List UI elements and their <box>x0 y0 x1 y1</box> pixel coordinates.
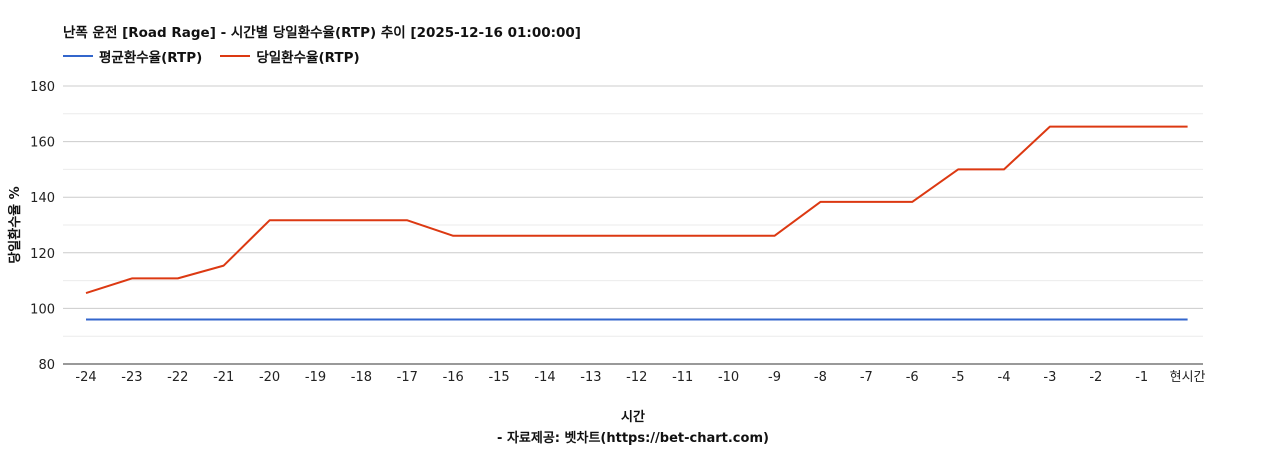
y-tick-label: 140 <box>30 191 55 206</box>
series-line-daily-rtp[interactable] <box>85 125 1188 295</box>
legend-item-average-rtp[interactable]: 평균환수율(RTP) <box>63 46 202 66</box>
data-point[interactable] <box>1001 317 1007 323</box>
data-point[interactable] <box>863 199 869 205</box>
x-tick-label: -15 <box>488 370 509 385</box>
data-point[interactable] <box>726 317 732 323</box>
y-tick-label: 120 <box>30 247 55 262</box>
y-tick-label: 160 <box>30 136 55 151</box>
data-point[interactable] <box>83 290 89 296</box>
x-tick-label: -3 <box>1043 370 1056 385</box>
x-axis-ticks: -24 -23 -22 -21 -20 -19 -18 -17 -16 -15 -14 -13 -12 -… <box>75 370 1205 385</box>
data-point[interactable] <box>358 217 364 223</box>
data-point[interactable] <box>83 317 89 323</box>
y-tick-label: 180 <box>30 80 55 95</box>
x-axis-title: 시간 <box>621 409 645 425</box>
data-point[interactable] <box>817 317 823 323</box>
data-point[interactable] <box>634 233 640 239</box>
data-point[interactable] <box>1001 166 1007 172</box>
data-point[interactable] <box>221 263 227 269</box>
data-point[interactable] <box>358 317 364 323</box>
data-point[interactable] <box>817 199 823 205</box>
data-point[interactable] <box>404 317 410 323</box>
x-tick-label: -19 <box>305 370 326 385</box>
data-point[interactable] <box>863 317 869 323</box>
data-point[interactable] <box>542 317 548 323</box>
x-tick-label: -12 <box>626 370 647 385</box>
data-point[interactable] <box>1139 124 1145 130</box>
data-point[interactable] <box>680 317 686 323</box>
data-point[interactable] <box>313 217 319 223</box>
data-point[interactable] <box>1047 317 1053 323</box>
y-axis-title: 당일환수율 % <box>7 186 23 263</box>
data-point[interactable] <box>909 317 915 323</box>
x-tick-label: -24 <box>75 370 96 385</box>
data-point[interactable] <box>955 317 961 323</box>
chart-legend: 평균환수율(RTP) 당일환수율(RTP) <box>63 46 378 66</box>
x-tick-label: -11 <box>672 370 693 385</box>
x-tick-label: -6 <box>906 370 919 385</box>
data-point[interactable] <box>450 317 456 323</box>
x-tick-label: -8 <box>814 370 827 385</box>
x-tick-label: -23 <box>121 370 142 385</box>
data-point[interactable] <box>542 233 548 239</box>
data-point[interactable] <box>588 233 594 239</box>
data-point[interactable] <box>1093 317 1099 323</box>
data-point[interactable] <box>404 217 410 223</box>
y-tick-label: 100 <box>30 302 55 317</box>
x-tick-label: -10 <box>718 370 739 385</box>
data-point[interactable] <box>680 233 686 239</box>
x-tick-label: -9 <box>768 370 781 385</box>
data-point[interactable] <box>221 317 227 323</box>
data-point[interactable] <box>909 199 915 205</box>
data-point[interactable] <box>1093 124 1099 130</box>
x-tick-label: -18 <box>351 370 372 385</box>
data-point[interactable] <box>1139 317 1145 323</box>
y-tick-label: 80 <box>38 358 55 373</box>
data-point[interactable] <box>267 317 273 323</box>
legend-label-average-rtp: 평균환수율(RTP) <box>99 50 203 66</box>
x-tick-label: -1 <box>1135 370 1148 385</box>
data-point[interactable] <box>955 166 961 172</box>
x-tick-label: 현시간 <box>1170 370 1206 385</box>
x-tick-label: -13 <box>580 370 601 385</box>
x-tick-label: -21 <box>213 370 234 385</box>
data-point[interactable] <box>1047 124 1053 130</box>
x-tick-label: -20 <box>259 370 280 385</box>
x-tick-label: -7 <box>860 370 873 385</box>
data-point[interactable] <box>1185 124 1191 130</box>
data-point[interactable] <box>129 275 135 281</box>
data-point[interactable] <box>175 275 181 281</box>
data-point[interactable] <box>267 217 273 223</box>
legend-swatch-average-rtp <box>63 55 93 57</box>
source-credit: - 자료제공: 벳차트(https://bet-chart.com) <box>497 430 769 446</box>
legend-label-daily-rtp: 당일환수율(RTP) <box>256 50 360 66</box>
x-tick-label: -2 <box>1089 370 1102 385</box>
data-point[interactable] <box>175 317 181 323</box>
data-point[interactable] <box>588 317 594 323</box>
data-point[interactable] <box>772 317 778 323</box>
data-point[interactable] <box>450 233 456 239</box>
data-point[interactable] <box>634 317 640 323</box>
chart-title: 난폭 운전 [Road Rage] - 시간별 당일환수율(RTP) 추이 [2… <box>63 25 581 41</box>
series-lines <box>83 124 1191 323</box>
y-axis-ticks: 80 100 120 140 160 180 <box>30 80 55 373</box>
data-point[interactable] <box>129 317 135 323</box>
data-point[interactable] <box>313 317 319 323</box>
x-tick-label: -4 <box>998 370 1011 385</box>
x-tick-label: -22 <box>167 370 188 385</box>
data-point[interactable] <box>496 317 502 323</box>
x-tick-label: -5 <box>952 370 965 385</box>
legend-item-daily-rtp[interactable]: 당일환수율(RTP) <box>220 46 360 66</box>
data-point[interactable] <box>772 233 778 239</box>
data-point[interactable] <box>1185 317 1191 323</box>
legend-swatch-daily-rtp <box>220 55 251 57</box>
x-tick-label: -16 <box>443 370 464 385</box>
x-tick-label: -14 <box>534 370 555 385</box>
x-tick-label: -17 <box>397 370 418 385</box>
data-point[interactable] <box>496 233 502 239</box>
data-point[interactable] <box>726 233 732 239</box>
gridlines <box>63 85 1203 365</box>
